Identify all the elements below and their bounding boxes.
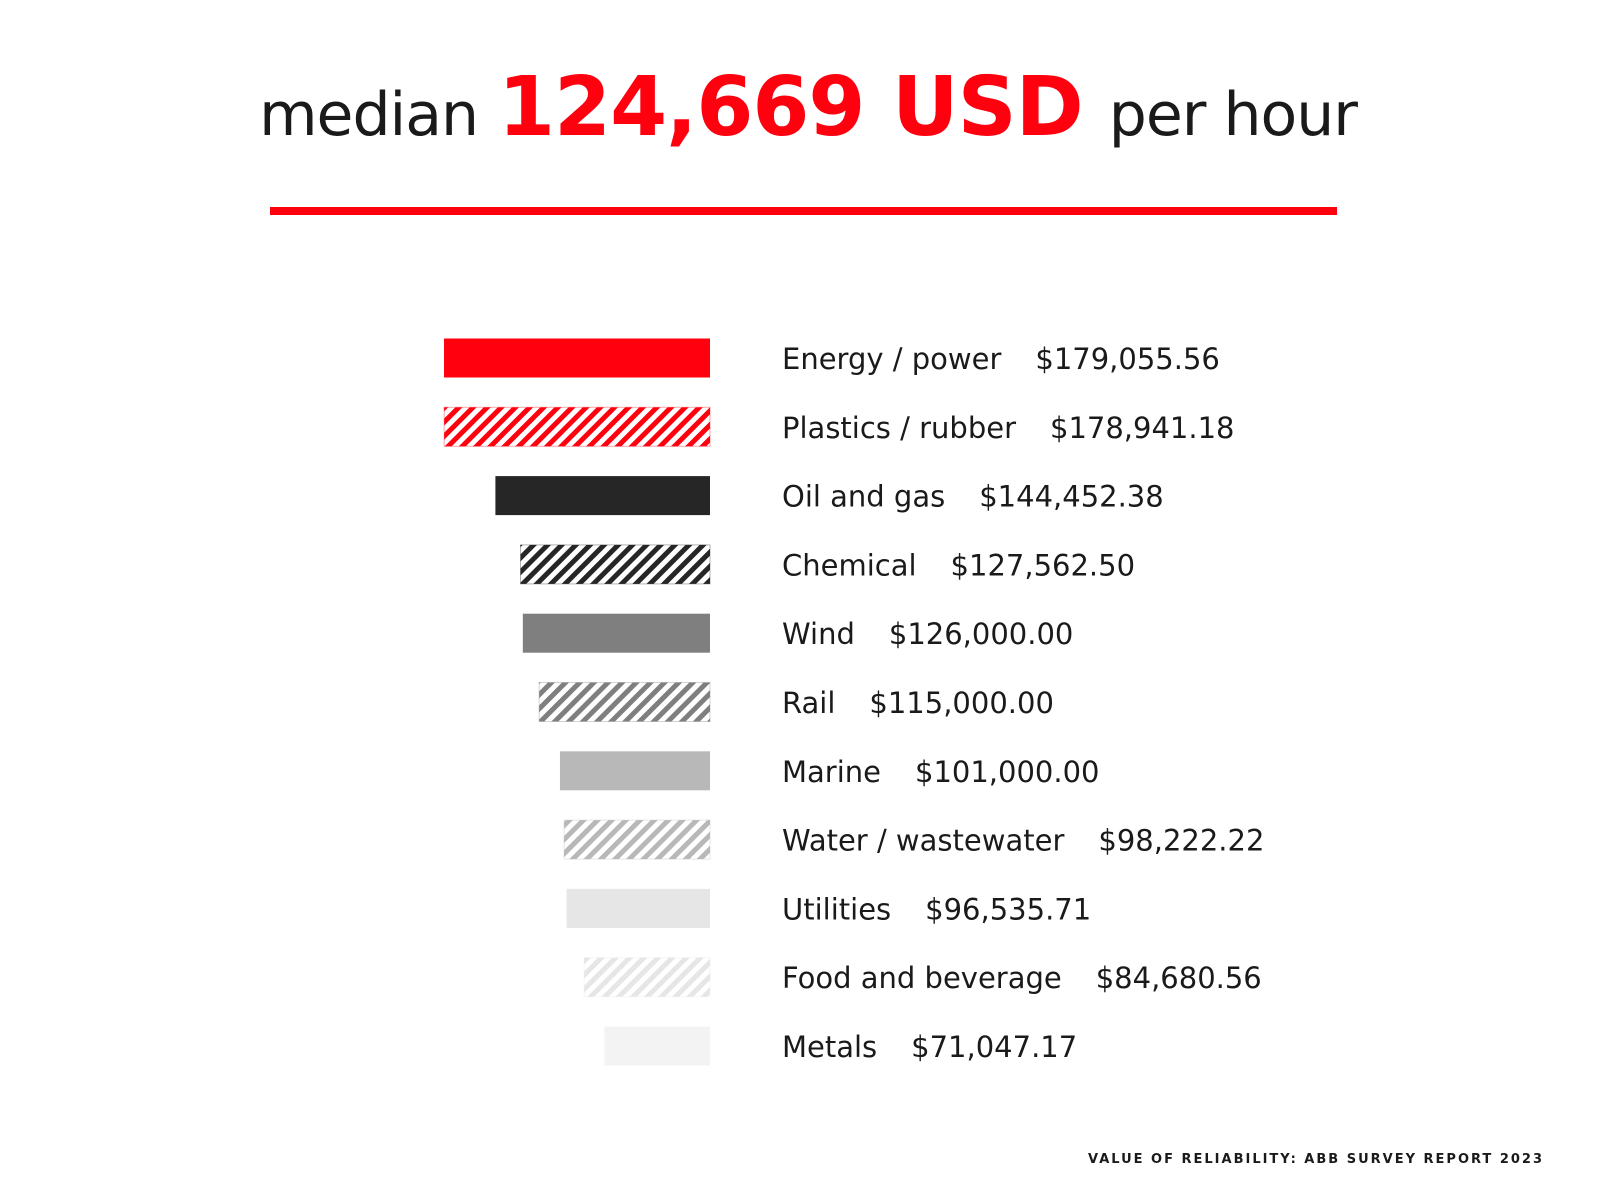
value-label: $98,222.22 <box>1098 824 1264 858</box>
category-label: Utilities <box>782 892 891 926</box>
value-label: $144,452.38 <box>979 480 1164 514</box>
bar-3 <box>520 544 711 585</box>
value-label: $127,562.50 <box>951 548 1136 582</box>
category-label: Energy / power <box>782 342 1001 376</box>
headline-value: 124,669 USD <box>498 60 1084 155</box>
category-label: Chemical <box>782 548 917 582</box>
bar-0 <box>444 338 710 378</box>
value-label: $96,535.71 <box>925 892 1091 926</box>
headline-underline <box>270 207 1337 215</box>
bar-9 <box>583 957 711 998</box>
category-label: Metals <box>782 1030 877 1064</box>
category-label: Food and beverage <box>782 961 1062 995</box>
value-label: $126,000.00 <box>889 617 1074 651</box>
report-footer: VALUE OF RELIABILITY: ABB SURVEY REPORT … <box>1088 1152 1544 1167</box>
bars-group <box>443 338 711 1066</box>
bar-6 <box>559 751 710 791</box>
bar-10 <box>604 1026 710 1066</box>
category-label: Marine <box>782 755 881 789</box>
category-label: Water / wastewater <box>782 824 1064 858</box>
category-label: Plastics / rubber <box>782 411 1016 445</box>
bar-1 <box>443 406 711 447</box>
value-label: $179,055.56 <box>1035 342 1220 376</box>
headline: median 124,669 USD per hour <box>259 60 1358 170</box>
value-label: $71,047.17 <box>911 1030 1077 1064</box>
value-label: $101,000.00 <box>915 755 1100 789</box>
headline-prefix: median <box>259 80 479 150</box>
value-label: $178,941.18 <box>1050 411 1235 445</box>
bar-7 <box>563 819 711 860</box>
category-label: Wind <box>782 617 855 651</box>
category-label: Oil and gas <box>782 480 945 514</box>
bar-5 <box>538 682 711 722</box>
value-label: $84,680.56 <box>1096 961 1262 995</box>
bar-4 <box>522 613 710 653</box>
bar-8 <box>566 888 710 928</box>
labels-group: Energy / power $179,055.56 Plastics / rubb… <box>782 342 1264 1064</box>
value-label: $115,000.00 <box>869 686 1053 720</box>
category-label: Rail <box>782 686 835 720</box>
bar-2 <box>495 476 710 516</box>
headline-suffix: per hour <box>1108 80 1358 150</box>
